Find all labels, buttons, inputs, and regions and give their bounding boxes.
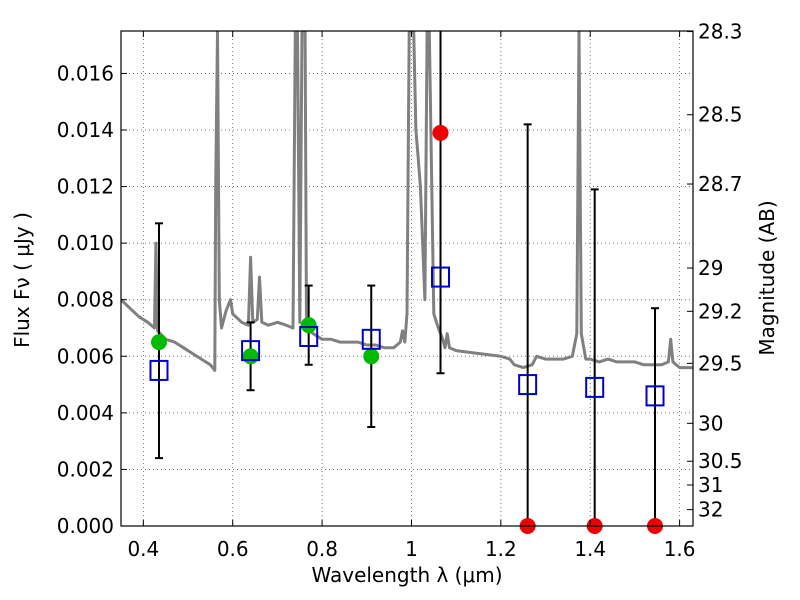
model-point bbox=[299, 325, 319, 347]
model-point bbox=[431, 266, 451, 288]
x-tick-label: 0.4 bbox=[127, 537, 159, 561]
observed-point bbox=[242, 348, 259, 365]
y2-tick-label: 31 bbox=[698, 473, 723, 497]
x-tick-label: 1.4 bbox=[574, 537, 606, 561]
model-point bbox=[585, 376, 605, 398]
y-tick-label: 0.014 bbox=[57, 118, 114, 142]
y-tick-label: 0.016 bbox=[57, 61, 114, 85]
model-point bbox=[518, 374, 538, 396]
upper-limit-point bbox=[432, 124, 449, 141]
x-axis-ticks: 0.4 0.6 0.8 1 1.2 1.4 1.6 bbox=[127, 31, 696, 561]
y2-tick-label: 28.7 bbox=[698, 172, 743, 196]
x-tick-label: 1.6 bbox=[664, 537, 696, 561]
y-axis-ticks: 0.000 0.002 0.004 0.006 0.008 0.010 0.012 0.014… bbox=[57, 61, 127, 538]
y2-tick-label: 30 bbox=[698, 411, 723, 435]
y2-tick-label: 30.5 bbox=[698, 449, 743, 473]
model-point bbox=[645, 385, 665, 407]
y-tick-label: 0.006 bbox=[57, 344, 114, 368]
y2-axis-label: Magnitude (AB) bbox=[755, 200, 779, 355]
y-tick-label: 0.002 bbox=[57, 457, 114, 481]
plot-frame bbox=[120, 30, 694, 527]
model-point bbox=[149, 359, 169, 381]
observed-point bbox=[150, 334, 167, 351]
y-tick-label: 0.004 bbox=[57, 401, 114, 425]
y2-tick-label: 29.5 bbox=[698, 351, 743, 375]
x-tick-label: 0.6 bbox=[217, 537, 249, 561]
y2-tick-label: 29.2 bbox=[698, 299, 743, 323]
y-tick-label: 0.012 bbox=[57, 175, 114, 199]
observed-point bbox=[363, 348, 380, 365]
y2-tick-label: 29 bbox=[698, 256, 723, 280]
x-tick-label: 0.8 bbox=[306, 537, 338, 561]
template-spectrum-line bbox=[121, 31, 693, 372]
x-axis-label: Wavelength λ (μm) bbox=[311, 563, 502, 587]
x-tick-label: 1.2 bbox=[485, 537, 517, 561]
y2-tick-label: 28.5 bbox=[698, 103, 743, 127]
model-point bbox=[241, 340, 261, 362]
template-spectrum bbox=[121, 31, 693, 372]
observed-point bbox=[300, 317, 317, 334]
y2-tick-label: 32 bbox=[698, 498, 723, 522]
y-axis-label: Flux Fν ( μJy ) bbox=[10, 212, 34, 348]
y-tick-label: 0.000 bbox=[57, 514, 114, 538]
y-tick-label: 0.008 bbox=[57, 288, 114, 312]
y-tick-label: 0.010 bbox=[57, 231, 114, 255]
model-point bbox=[361, 328, 381, 350]
x-tick-label: 1 bbox=[405, 537, 418, 561]
y2-tick-label: 28.3 bbox=[698, 20, 743, 44]
